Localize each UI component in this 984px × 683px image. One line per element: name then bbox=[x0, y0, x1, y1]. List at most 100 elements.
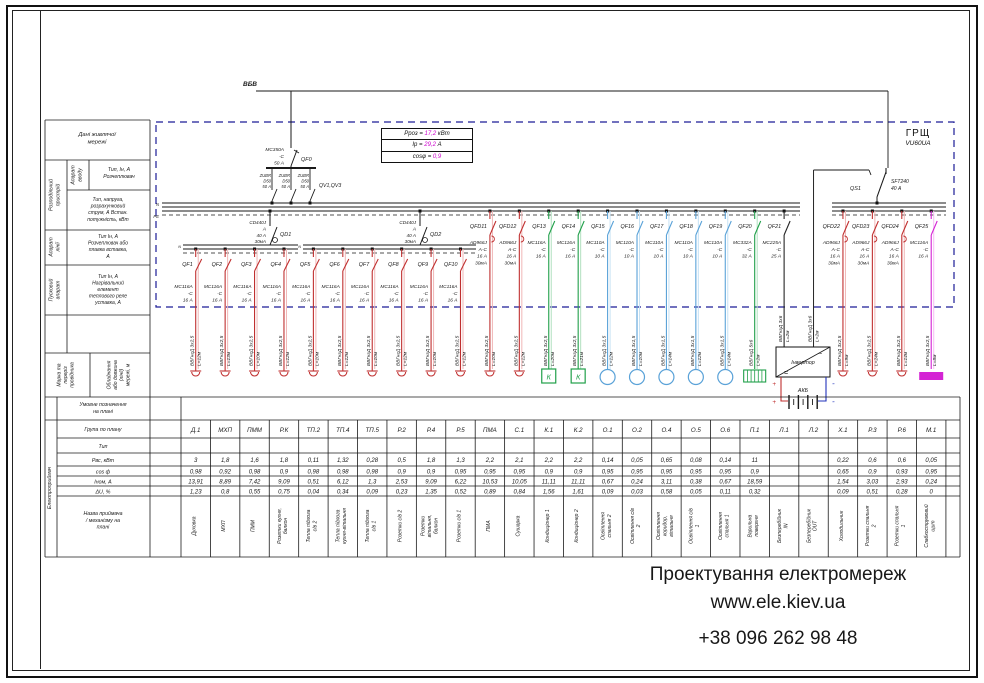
feeder-device-label: MC110A bbox=[645, 240, 663, 246]
breaker-symbol bbox=[724, 220, 732, 236]
col-name: балкон bbox=[433, 518, 439, 534]
cable-length: L=2м bbox=[815, 330, 821, 342]
col-cos: 0,95 bbox=[455, 470, 467, 476]
col-du: 0,58 bbox=[661, 490, 673, 496]
col-current: 0,24 bbox=[631, 480, 643, 486]
col-current: 0,51 bbox=[308, 480, 320, 486]
col-du: 0,03 bbox=[631, 490, 643, 496]
col-du: 0,55 bbox=[249, 490, 261, 496]
cable-label: ВВГнгД 3х2,5 bbox=[866, 335, 872, 366]
cable-label: ВВГнгД 3х2,5 bbox=[837, 335, 843, 366]
board-name: ГРЩ bbox=[905, 128, 931, 139]
feeder-device-label: 16 А bbox=[212, 298, 222, 304]
lamp-symbol bbox=[687, 368, 704, 386]
feeder-device-label: 16 А bbox=[477, 254, 487, 260]
col-name: поверхня bbox=[754, 515, 760, 537]
socket-symbol bbox=[455, 371, 466, 377]
cable-label: ВВГнгД 3х6 bbox=[808, 315, 814, 342]
row-label-name: Назва приймача bbox=[83, 510, 122, 517]
calc-current-label: Ір = bbox=[412, 142, 425, 149]
qs1-contact bbox=[868, 169, 872, 176]
col-name: балкон bbox=[283, 518, 289, 534]
col-cos: 0,95 bbox=[631, 470, 643, 476]
breaker-symbol bbox=[577, 220, 585, 236]
cable-length: L=12м bbox=[609, 351, 615, 366]
col-group: М.1 bbox=[926, 427, 936, 434]
feeder-device-label: 32 А bbox=[742, 254, 752, 260]
cable-length: L=10м bbox=[314, 351, 320, 366]
inverter-label: Інвертор bbox=[791, 360, 815, 366]
feeder-id: QF10 bbox=[444, 262, 457, 268]
col-name: 2 bbox=[872, 524, 878, 528]
feeder-device-label: 30мА bbox=[505, 260, 517, 266]
col-name: Освітлення с/в bbox=[689, 508, 695, 544]
feeder-device-label: 30мА bbox=[475, 260, 487, 266]
title-input-device: Апарат bbox=[71, 165, 77, 186]
col-name: Духовка bbox=[192, 516, 198, 536]
feeder-device-label: -C bbox=[364, 291, 370, 297]
feeder-device-label: -C bbox=[570, 247, 576, 253]
col-name: Кондиціонер 2 bbox=[574, 509, 580, 542]
col-current: 11,11 bbox=[542, 480, 556, 486]
feeder-device-label: 16 А bbox=[830, 254, 840, 260]
col-group: Р.4 bbox=[427, 427, 436, 434]
col-cos: 0,95 bbox=[925, 470, 937, 476]
col-cos: 0,95 bbox=[661, 470, 673, 476]
col-cos: 0,98 bbox=[337, 470, 349, 476]
footer-phone[interactable]: +38 096 262 98 48 bbox=[698, 628, 858, 649]
col-power: 0,05 bbox=[631, 458, 643, 464]
cable-length: L=9м bbox=[844, 354, 850, 366]
feeder-id: QFD23 bbox=[852, 224, 869, 230]
col-name: Кондиціонер 1 bbox=[545, 509, 551, 542]
col-current: 2,93 bbox=[895, 480, 908, 486]
breaker-symbol bbox=[636, 220, 644, 236]
col-name: спальня 2 bbox=[607, 514, 613, 537]
title-distribution-params: потужність, кВт bbox=[87, 217, 128, 223]
cable-label: ВВГнгД 3х2,5 bbox=[925, 335, 931, 366]
feeder-id: QFD24 bbox=[881, 224, 898, 230]
col-cos: 0,92 bbox=[219, 470, 231, 476]
footer-contacts: Проектування електромереж www.ele.kiev.u… bbox=[592, 564, 964, 650]
cable-length: L=10м bbox=[373, 351, 379, 366]
feeder-id: QF18 bbox=[679, 224, 692, 230]
rcd-switch-symbol bbox=[419, 226, 428, 246]
footer-company-line: Проектування електромереж bbox=[649, 564, 907, 585]
col-current: 6,22 bbox=[455, 480, 467, 486]
minus-mark: - bbox=[832, 379, 835, 388]
feeder-device-label: -C bbox=[394, 291, 400, 297]
col-du: 1,23 bbox=[190, 490, 202, 496]
col-name: Розетки с/в 1 bbox=[456, 510, 462, 543]
col-cos: 0,93 bbox=[896, 470, 908, 476]
footer-website[interactable]: www.ele.kiev.ua bbox=[710, 592, 846, 613]
col-current: 8,89 bbox=[219, 480, 231, 486]
feeder-device-label: MC225A bbox=[762, 240, 781, 246]
col-cos: 0,98 bbox=[308, 470, 320, 476]
socket-symbol bbox=[308, 371, 318, 377]
qs1-id: QS1 bbox=[850, 186, 861, 192]
breaker-symbol bbox=[754, 220, 762, 236]
col-name: Холодильник bbox=[839, 510, 845, 542]
feeder-device-label: MC116A bbox=[204, 284, 222, 290]
col-current: 18,59 bbox=[747, 480, 763, 486]
row-label-du: ΔU, % bbox=[94, 490, 110, 496]
col-power: 1,8 bbox=[427, 458, 436, 464]
cable-label: ВВГнгД 3х2,5 bbox=[219, 335, 225, 366]
cable-label: ВВГнгД 3х1,5 bbox=[602, 335, 608, 366]
title-starter: Пусковий bbox=[48, 279, 55, 302]
cable-length: L=12м bbox=[697, 351, 703, 366]
inverter-diagonal bbox=[775, 346, 831, 378]
feeder-device-label: AD966J bbox=[881, 240, 900, 246]
cable-length: L=12м bbox=[197, 351, 203, 366]
socket-symbol bbox=[279, 371, 289, 377]
title-distribution-params: струм, А Встан. bbox=[88, 210, 128, 216]
feeder-device-label: 16 А bbox=[859, 254, 869, 260]
col-current: 6,12 bbox=[337, 480, 349, 486]
cable-length: L=12м bbox=[403, 351, 409, 366]
breaker-symbol bbox=[224, 258, 232, 272]
col-group: Р.2 bbox=[397, 427, 406, 434]
col-power: 0,5 bbox=[397, 458, 406, 464]
col-power: 0,08 bbox=[690, 458, 702, 464]
voltage-relay-breaker-symbol bbox=[290, 188, 297, 202]
feeder-device-label: 10 А bbox=[624, 254, 634, 260]
